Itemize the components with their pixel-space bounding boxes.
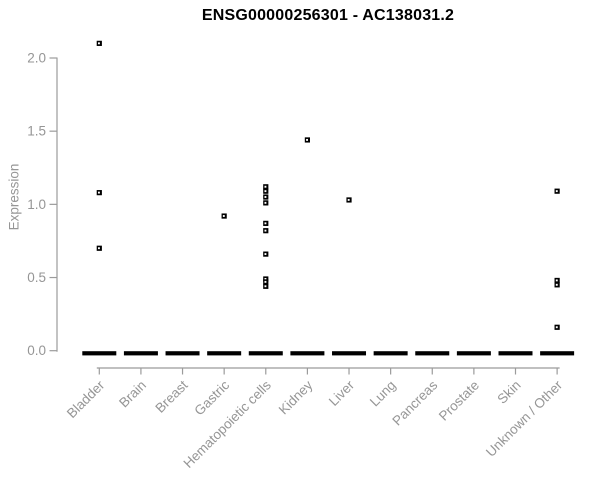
x-tick-label: Unknown / Other <box>483 377 566 460</box>
x-tick-label: Skin <box>494 378 523 407</box>
data-point-center <box>555 190 558 193</box>
data-point-center <box>264 222 267 225</box>
zero-expression-dash <box>540 351 575 356</box>
zero-expression-dash <box>373 351 408 356</box>
zero-expression-dash <box>332 351 367 356</box>
data-point-center <box>347 198 350 201</box>
y-tick-label: 1.5 <box>27 124 46 139</box>
zero-expression-dash <box>456 351 491 356</box>
data-point-center <box>555 326 558 329</box>
x-tick-label: Lung <box>367 378 399 410</box>
data-point-center <box>306 138 308 141</box>
data-point-center <box>264 185 267 188</box>
x-tick-label: Gastric <box>191 377 232 418</box>
y-tick-label: 2.0 <box>27 51 46 66</box>
x-tick-label: Liver <box>326 377 358 409</box>
x-tick-label: Prostate <box>436 378 482 424</box>
data-point-center <box>264 285 267 288</box>
data-point-center <box>98 247 100 250</box>
data-point-center <box>98 42 100 45</box>
data-point-center <box>555 279 558 282</box>
y-tick-label: 0.0 <box>27 343 46 358</box>
data-point-center <box>264 277 267 280</box>
x-tick-label: Breast <box>152 377 190 415</box>
x-tick-label: Kidney <box>276 377 316 417</box>
data-point-center <box>264 201 267 204</box>
data-point-center <box>264 229 267 232</box>
data-point-center <box>264 196 267 198</box>
zero-expression-dash <box>415 351 450 356</box>
zero-expression-dash <box>290 351 325 356</box>
data-point-center <box>222 215 225 217</box>
zero-expression-dash <box>123 351 158 356</box>
x-tick-label: Bladder <box>64 377 108 421</box>
zero-expression-dash <box>207 351 242 356</box>
y-tick-label: 1.0 <box>27 197 46 212</box>
data-point-center <box>264 190 267 193</box>
zero-expression-dash <box>165 351 200 356</box>
y-tick-label: 0.5 <box>27 270 46 285</box>
data-point-center <box>98 191 100 194</box>
x-tick-label: Brain <box>116 378 149 411</box>
zero-expression-dash <box>498 351 533 356</box>
zero-expression-dash <box>248 351 283 356</box>
data-point-center <box>264 253 267 256</box>
data-point-center <box>555 283 558 286</box>
zero-expression-dash <box>82 351 117 356</box>
data-point-center <box>264 280 267 283</box>
x-tick-label: Pancreas <box>389 377 440 428</box>
chart-title: ENSG00000256301 - AC138031.2 <box>201 7 455 24</box>
